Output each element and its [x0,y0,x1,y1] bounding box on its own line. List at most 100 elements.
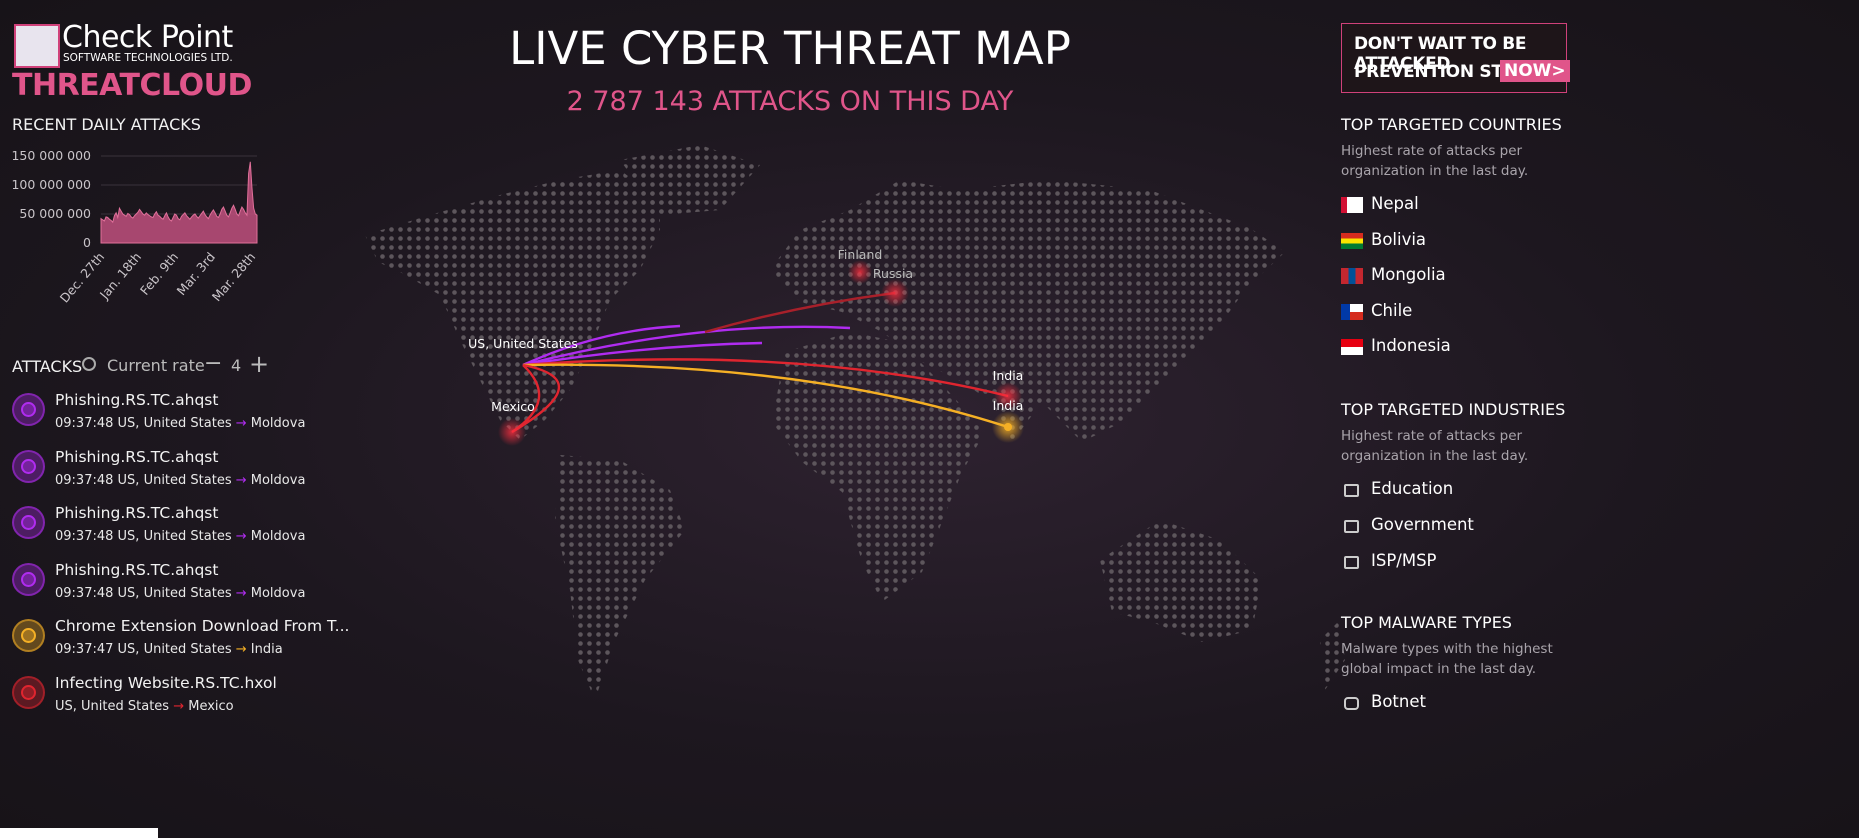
y-tick-label: 150 000 000 [11,148,91,163]
list-item: Chile [1371,300,1413,320]
attack-time: 09:37:48 [55,585,114,601]
map-label: India [993,398,1024,413]
logo-name: Check Point [62,20,233,55]
attack-source: US, United States [117,585,232,601]
attack-name: Phishing.RS.TC.ahqst [55,560,219,579]
item-icon [1344,484,1359,497]
list-item: Botnet [1371,692,1426,711]
attack-detail: 09:37:48 US, United States → Moldova [55,586,305,601]
map-label: Finland [838,247,883,262]
list-item: Mongolia [1371,265,1446,284]
map-label: US, United States [468,336,578,351]
attack-target: Mexico [188,699,234,714]
hit-glow [498,418,526,446]
rate-value: 4 [231,356,242,375]
attack-source: US, United States [117,642,232,658]
section-title: TOP TARGETED COUNTRIES [1341,115,1562,134]
attack-arrow: → [231,585,251,601]
section-desc: Highest rate of attacks per organization… [1341,143,1529,179]
attack-icon-core [21,628,36,644]
rate-decrease[interactable]: − [204,351,223,376]
ad-line: DON'T WAIT TO BE ATTACKED [1354,34,1527,74]
attack-source: US, United States [117,472,232,488]
hit-glow [881,279,909,307]
attack-icon-core [21,402,36,417]
item-icon [1344,520,1359,533]
logo-sub: SOFTWARE TECHNOLOGIES LTD. [63,52,233,64]
rate-icon [82,357,96,371]
section-title: TOP TARGETED INDUSTRIES [1341,400,1566,419]
attack-time: 09:37:48 [55,472,114,488]
map-label: India [993,368,1024,383]
rate-label: Current rate [107,356,205,375]
section-title: RECENT DAILY ATTACKS [12,115,201,134]
item-icon [1344,556,1359,569]
list-item: Bolivia [1371,229,1427,249]
ad-cta[interactable]: NOW> [1500,60,1570,82]
attack-time: 09:37:48 [55,416,114,431]
flag-icon [1341,268,1363,284]
attack-target: Moldova [250,416,306,431]
list-item: Nepal [1371,194,1419,213]
attack-detail: 09:37:48 US, United States → Moldova [55,473,305,488]
attack-time: 09:37:48 [55,529,114,545]
page-title: LIVE CYBER THREAT MAP [509,22,1071,75]
attack-name: Infecting Website.RS.TC.hxol [55,674,277,692]
attack-count: 2 787 143 ATTACKS ON THIS DAY [566,86,1014,117]
attack-arrow: → [231,529,251,545]
logo-icon [14,24,60,68]
attack-arrow: → [231,472,251,488]
flag-icon [1341,303,1363,320]
x-tick-label: Feb. 9th [137,249,181,298]
attack-name: Phishing.RS.TC.ahqst [55,391,219,409]
map-label: Mexico [491,399,535,414]
daily-chart: 0 50 000 000 100 000 000 150 000 000 Dec. 27… [11,148,258,306]
flag-icon [1341,232,1363,249]
attack-name: Phishing.RS.TC.ahqst [55,504,219,523]
attack-icon-core [21,571,36,587]
attack-target: Moldova [250,585,306,601]
hit-point [1004,423,1012,431]
area [100,161,258,244]
attack-source: US, United States [55,699,170,714]
attack-arrow: → [231,642,251,658]
attack-target: India [250,642,283,658]
flag-icon [1341,339,1363,355]
product-name: THREATCLOUD [12,68,252,103]
attack-icon-core [21,515,36,531]
attack-detail: 09:37:48 US, United States → Moldova [55,416,305,431]
list-item: Indonesia [1371,336,1451,355]
rate-increase[interactable]: + [249,350,270,378]
attack-icon-core [21,685,36,700]
attack-arrow: → [169,699,189,714]
list-item: Government [1371,515,1474,534]
attack-detail: 09:37:48 US, United States → Moldova [55,529,305,544]
attack-source: US, United States [117,529,232,545]
attack-target: Moldova [250,529,306,545]
y-tick-label: 0 [83,235,91,250]
attack-name: Chrome Extension Download From T... [55,617,350,636]
attack-icon-core [21,458,36,474]
attack-icon [12,393,45,426]
section-desc: Malware types with the highest global im… [1341,641,1553,677]
map-label: Russia [873,266,913,281]
attack-detail: 09:37:47 US, United States → India [55,642,283,657]
item-icon [1344,697,1359,710]
continents [365,145,1345,700]
attack-time: 09:37:47 [55,642,114,658]
ad-banner[interactable]: DON'T WAIT TO BE ATTACKED PREVENTION STA… [1341,23,1570,93]
attack-source: US, United States [117,416,232,431]
attack-arcs [511,291,1009,434]
hit-glow [994,382,1022,410]
attack-name: Phishing.RS.TC.ahqst [55,447,219,466]
overlay-box [0,828,158,838]
x-tick-label: Dec. 27th [57,249,108,305]
attack-arrow: → [231,416,251,431]
attack-icon [12,449,45,483]
list-item: ISP/MSP [1371,551,1437,570]
section-title: TOP MALWARE TYPES [1341,613,1512,632]
y-tick-label: 100 000 000 [11,177,91,192]
attack-detail: US, United States → Mexico [55,699,234,714]
